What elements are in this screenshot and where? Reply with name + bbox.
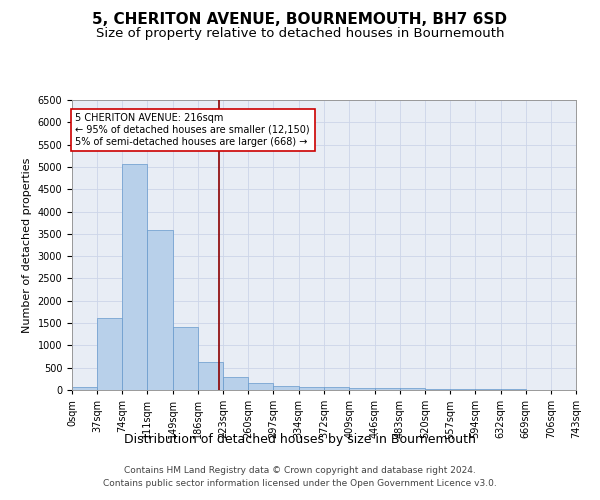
Bar (122, 164, 147, 390)
Bar (374, 388, 400, 390)
Bar (274, 386, 299, 390)
Bar (475, 389, 501, 390)
Text: 5, CHERITON AVENUE, BOURNEMOUTH, BH7 6SD: 5, CHERITON AVENUE, BOURNEMOUTH, BH7 6SD (92, 12, 508, 28)
Bar (425, 388, 450, 390)
Y-axis label: Number of detached properties: Number of detached properties (22, 158, 32, 332)
Bar (299, 386, 325, 390)
Bar (325, 388, 349, 390)
Bar (223, 377, 248, 390)
Bar (173, 326, 198, 390)
Bar (400, 388, 425, 390)
Bar (147, 230, 173, 390)
Text: Distribution of detached houses by size in Bournemouth: Distribution of detached houses by size … (124, 432, 476, 446)
Text: Size of property relative to detached houses in Bournemouth: Size of property relative to detached ho… (96, 28, 504, 40)
Bar (248, 383, 274, 390)
Bar (450, 389, 475, 390)
Bar (97, 318, 122, 390)
Bar (198, 362, 223, 390)
Text: Contains HM Land Registry data © Crown copyright and database right 2024.
Contai: Contains HM Land Registry data © Crown c… (103, 466, 497, 487)
Bar (72, 386, 97, 390)
Bar (349, 388, 374, 390)
Text: 5 CHERITON AVENUE: 216sqm
← 95% of detached houses are smaller (12,150)
5% of se: 5 CHERITON AVENUE: 216sqm ← 95% of detac… (76, 114, 310, 146)
